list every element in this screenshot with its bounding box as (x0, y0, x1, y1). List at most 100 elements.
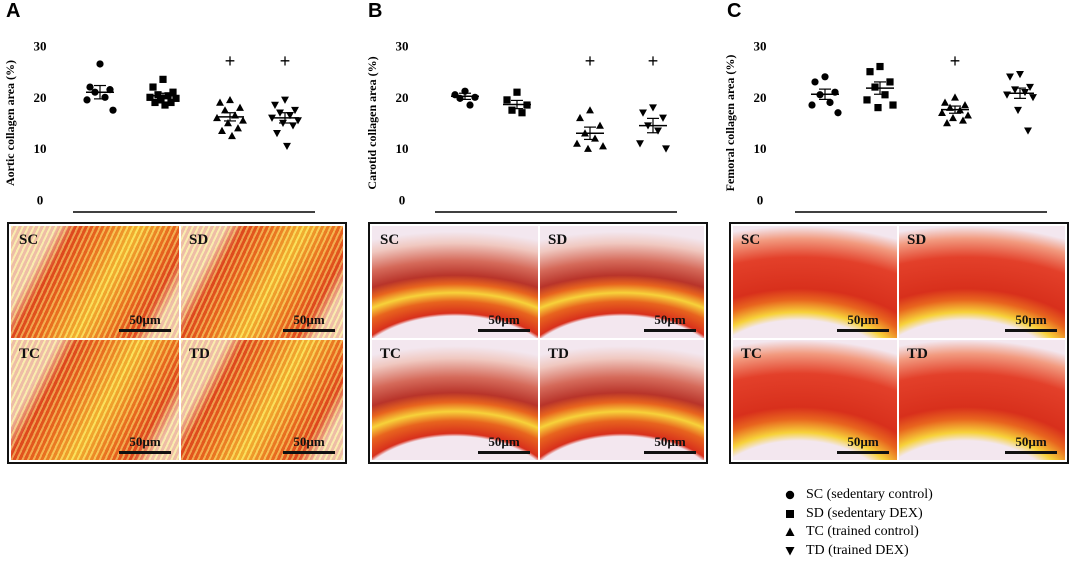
micrograph-label: SC (19, 232, 39, 248)
scale-bar: 50µm (119, 312, 171, 332)
data-point-tc (938, 108, 946, 116)
micrograph-label: SC (741, 232, 761, 248)
data-point-sc (101, 93, 109, 101)
femoral-collagen-chart: Femoral collagen area (%) 0 10 20 30 + (723, 39, 1047, 213)
data-point-td (294, 117, 302, 125)
data-point-tc (224, 119, 232, 127)
data-point-tc (226, 95, 234, 104)
data-point-sd (508, 106, 516, 114)
data-point-td (289, 122, 297, 130)
data-point-sd (169, 88, 177, 96)
significance-mark: + (225, 51, 236, 71)
scale-bar: 50µm (644, 312, 696, 332)
data-point-sd (863, 96, 871, 104)
data-point-sc (834, 109, 842, 117)
micrograph-label: TC (19, 346, 40, 362)
data-point-tc (961, 101, 969, 109)
panel-letter-a: A (6, 0, 21, 22)
data-point-tc (576, 113, 584, 122)
scale-bar: 50µm (1005, 434, 1057, 454)
micrograph-label: SD (907, 232, 927, 248)
data-point-td (636, 140, 644, 148)
circle-marker-icon (785, 491, 795, 500)
data-point-tc (599, 142, 607, 150)
data-point-sd (146, 93, 154, 101)
data-point-sd (889, 101, 897, 109)
femoral-micrograph-panel: SC 50µm SD 50µm TC 50µm TD 50µm (729, 222, 1069, 464)
y-tick-label: 20 (34, 90, 47, 105)
data-point-td (639, 109, 647, 117)
scale-bar: 50µm (283, 312, 335, 332)
data-point-td (659, 114, 667, 122)
y-tick-label: 0 (399, 193, 406, 208)
data-point-td (281, 96, 289, 104)
micrograph-carotid-td: TD 50µm (540, 340, 704, 460)
data-point-tc (218, 126, 226, 134)
significance-mark: + (280, 51, 291, 71)
micrograph-label: TD (189, 346, 210, 362)
data-point-sc (471, 93, 479, 101)
y-tick-label: 30 (396, 39, 409, 54)
data-point-tc (236, 103, 244, 111)
data-point-sd (866, 68, 874, 76)
aortic-collagen-chart: Aortic collagen area (%) 0 10 20 30 + + (3, 39, 315, 213)
data-point-td (283, 142, 291, 151)
data-point-td (654, 127, 662, 135)
data-point-sd (874, 104, 882, 112)
y-axis-label: Femoral collagen area (%) (723, 55, 737, 192)
micrograph-aortic-td: TD 50µm (181, 340, 343, 460)
legend-item-sc: SC (sedentary control) (784, 486, 933, 505)
data-point-td (1026, 83, 1034, 92)
y-tick-label: 30 (34, 39, 47, 54)
data-point-td (1016, 70, 1024, 79)
micrograph-carotid-sc: SC 50µm (372, 226, 538, 338)
data-point-sc (826, 98, 834, 107)
legend-item-td: TD (trained DEX) (784, 542, 933, 561)
data-point-td (1006, 73, 1014, 81)
significance-mark: + (648, 51, 659, 71)
data-point-sd (167, 98, 175, 107)
y-tick-label: 10 (754, 141, 767, 156)
scale-bar: 50µm (1005, 312, 1057, 332)
data-point-sc (106, 86, 114, 94)
scale-bar: 50µm (837, 312, 889, 332)
carotid-micrograph-panel: SC 50µm SD 50µm TC 50µm TD 50µm (368, 222, 708, 464)
data-point-sd (518, 109, 526, 117)
y-tick-label: 20 (396, 90, 409, 105)
data-point-tc (239, 116, 247, 124)
data-point-td (1029, 94, 1037, 102)
scale-bar: 50µm (119, 434, 171, 454)
micrograph-label: TD (548, 346, 569, 362)
panel-letter-b: B (368, 0, 383, 22)
micrograph-femoral-td: TD 50µm (899, 340, 1065, 460)
scale-bar: 50µm (644, 434, 696, 454)
data-point-td (662, 145, 670, 153)
data-point-tc (959, 116, 967, 124)
micrograph-femoral-sc: SC 50µm (733, 226, 897, 338)
y-tick-label: 10 (396, 141, 409, 156)
data-point-td (649, 104, 657, 112)
significance-mark: + (585, 51, 596, 71)
y-axis-label: Carotid collagen area (%) (365, 56, 379, 189)
data-point-td (1014, 106, 1022, 115)
micrograph-label: SD (548, 232, 568, 248)
y-tick-label: 0 (757, 193, 764, 208)
panel-letter-c: C (727, 0, 742, 22)
micrograph-label: SC (380, 232, 400, 248)
data-point-sd (513, 88, 521, 96)
data-point-sc (821, 73, 829, 81)
data-point-sd (161, 101, 169, 109)
data-point-td (271, 101, 279, 109)
data-point-tc (964, 111, 972, 119)
significance-mark: + (950, 51, 961, 71)
y-tick-label: 30 (754, 39, 767, 54)
triangle-up-marker-icon (785, 527, 795, 537)
data-point-td (1024, 127, 1032, 135)
data-point-td (286, 112, 294, 120)
data-point-sd (151, 98, 159, 107)
data-point-sc (109, 106, 117, 114)
data-point-sd (172, 94, 180, 102)
y-axis-label: Aortic collagen area (%) (3, 60, 17, 186)
data-point-tc (584, 144, 592, 152)
micrograph-aortic-tc: TC 50µm (11, 340, 179, 460)
